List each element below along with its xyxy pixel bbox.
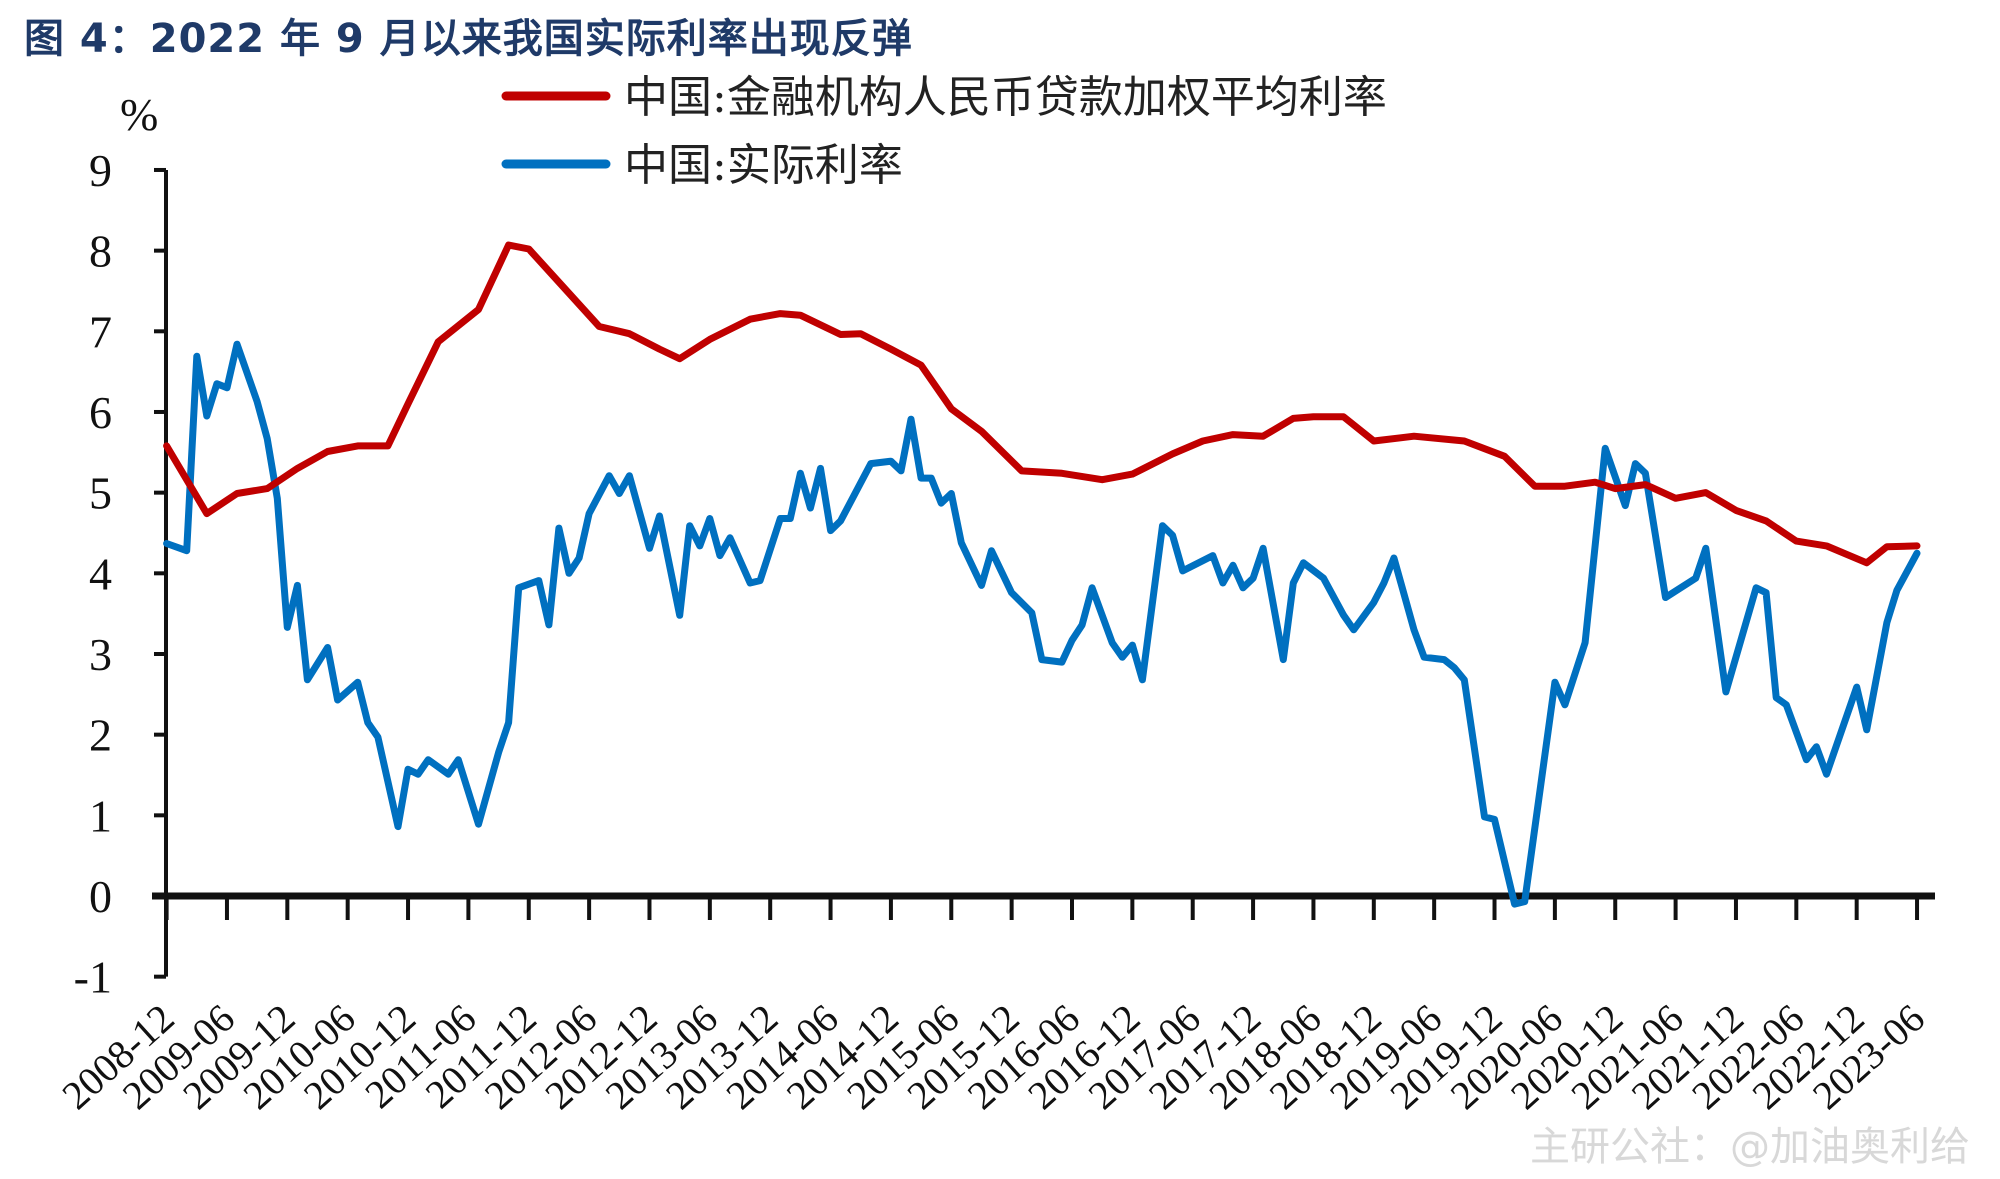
legend-label-real-rate: 中国:实际利率 xyxy=(624,140,903,191)
figure-title: 图 4：2022 年 9 月以来我国实际利率出现反弹 xyxy=(24,16,913,62)
watermark: 主研公社：@加油奥利给 xyxy=(1530,1124,1970,1170)
y-tick-label: 4 xyxy=(89,548,112,599)
y-tick-label: 1 xyxy=(89,790,112,841)
y-tick-label: 8 xyxy=(89,226,112,277)
legend: 中国:金融机构人民币贷款加权平均利率 中国:实际利率 xyxy=(501,72,1387,191)
y-axis-unit: % xyxy=(120,89,158,140)
series-line-real-rate xyxy=(163,340,1921,908)
y-tick-label: 7 xyxy=(89,306,112,357)
y-tick-label: -1 xyxy=(74,952,112,1003)
series-line-loan-weighted-rate xyxy=(163,241,1921,567)
y-tick-label: 5 xyxy=(89,468,112,519)
y-tick-label: 0 xyxy=(89,871,112,922)
legend-label-loan-rate: 中国:金融机构人民币贷款加权平均利率 xyxy=(624,72,1387,123)
y-tick-label: 9 xyxy=(89,145,112,196)
series-lines xyxy=(163,241,1921,908)
y-tick-label: 6 xyxy=(89,387,112,438)
y-tick-label: 2 xyxy=(89,710,112,761)
axes: -101234567892008-122009-062009-122010-06… xyxy=(53,145,1935,1118)
y-tick-label: 3 xyxy=(89,629,112,680)
